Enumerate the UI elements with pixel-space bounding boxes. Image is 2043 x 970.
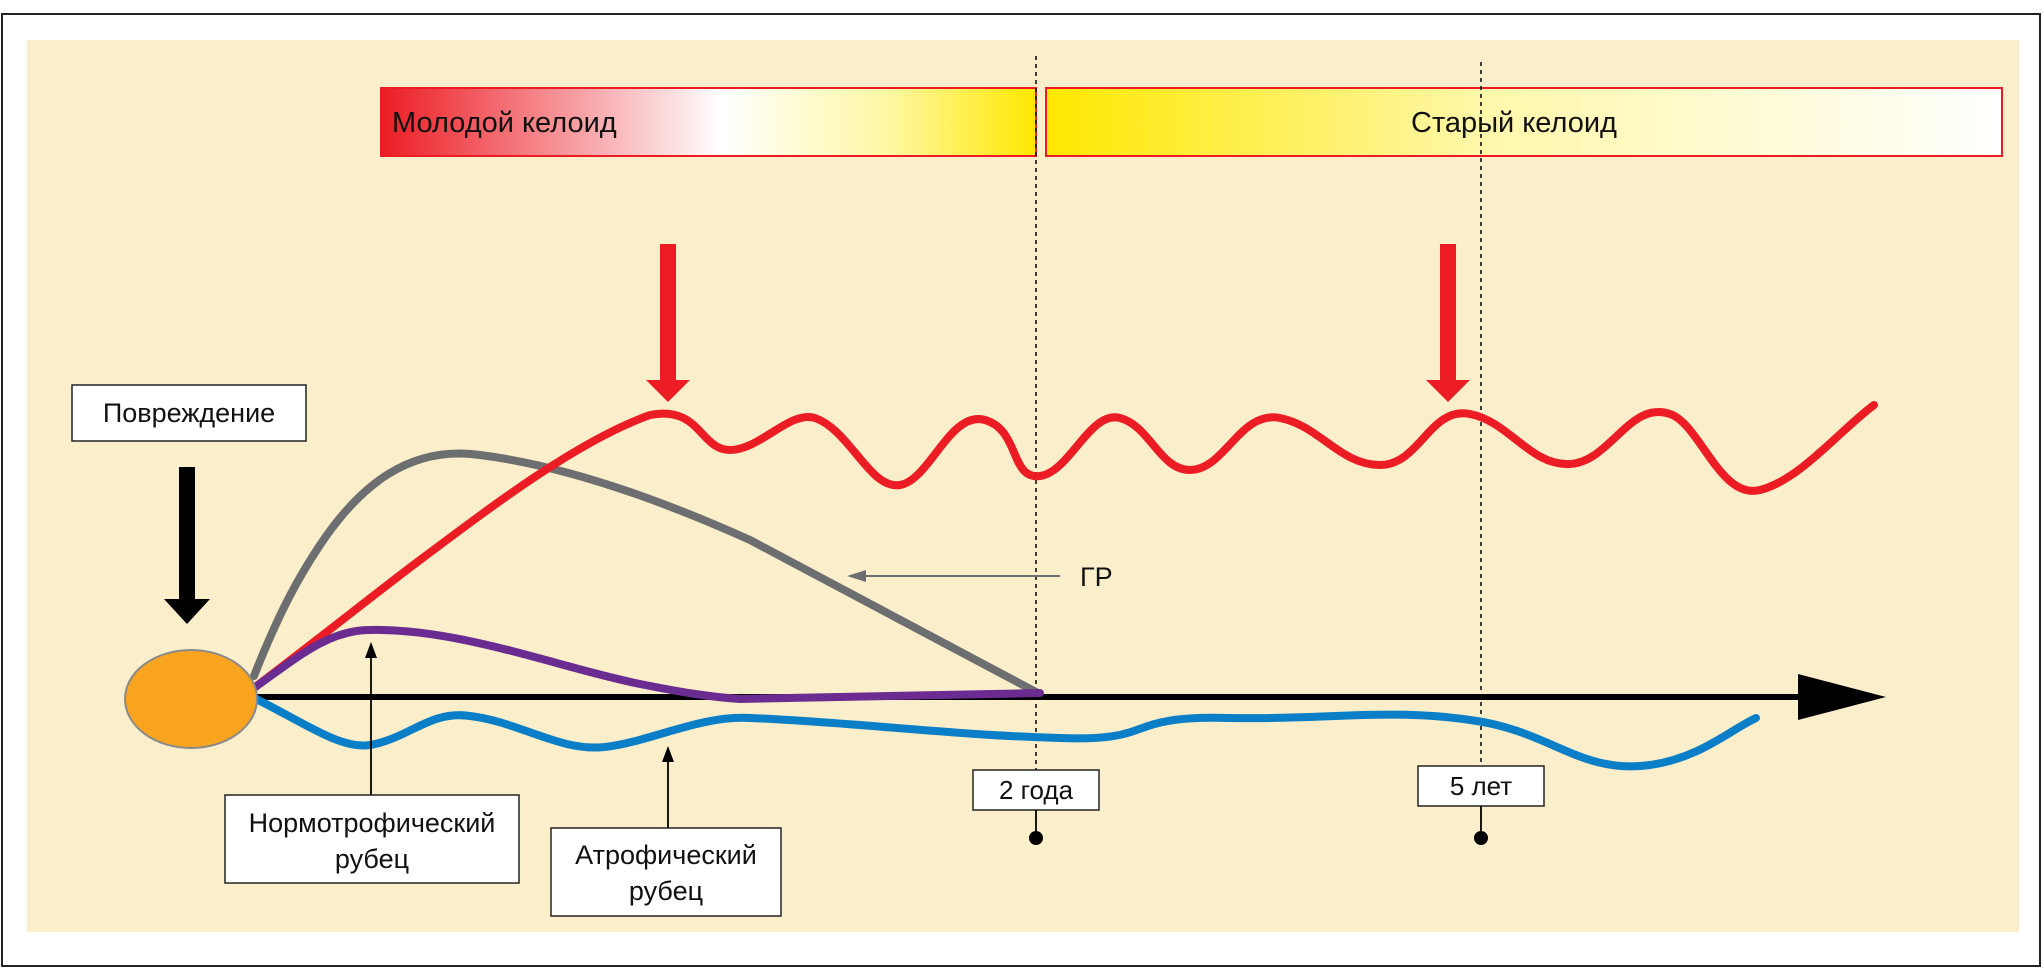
injury-box — [71, 384, 307, 442]
atrophic-label-line1: Атрофический — [575, 840, 757, 870]
two-years-box — [972, 769, 1100, 811]
normotrophic-label-line1: Нормотрофический — [249, 808, 496, 838]
arrow-down-icon — [646, 244, 690, 402]
atrophic-scar-curve — [250, 694, 1760, 771]
five-years-dot — [1474, 831, 1488, 845]
normotrophic-box — [224, 794, 520, 884]
normotrophic-label-line2: рубец — [335, 844, 409, 874]
young-keloid-bar — [380, 87, 1037, 157]
young-keloid-label: Молодой келоид — [392, 107, 617, 139]
arrow-up-icon — [662, 746, 674, 762]
injury-site-marker — [124, 649, 258, 749]
normotrophic-scar-curve — [250, 625, 1044, 704]
arrow-down-icon — [164, 467, 210, 624]
arrow-left-icon — [847, 570, 866, 582]
keloid-curve — [250, 401, 1878, 692]
two-years-dot — [1029, 831, 1043, 845]
arrow-down-icon — [1426, 244, 1470, 402]
hr-label: ГР — [1080, 562, 1113, 592]
atrophic-label-line2: рубец — [629, 876, 703, 906]
arrow-up-icon — [365, 642, 377, 658]
five-years-label: 5 лет — [1450, 771, 1512, 801]
old-keloid-label: Старый келоид — [1411, 107, 1617, 139]
atrophic-box — [550, 827, 782, 917]
arrow-right-icon — [1798, 674, 1886, 720]
two-years-label: 2 года — [999, 775, 1074, 805]
hypertrophic-scar-curve — [250, 449, 1040, 696]
injury-label: Повреждение — [103, 398, 275, 428]
old-keloid-bar — [1045, 87, 2003, 157]
